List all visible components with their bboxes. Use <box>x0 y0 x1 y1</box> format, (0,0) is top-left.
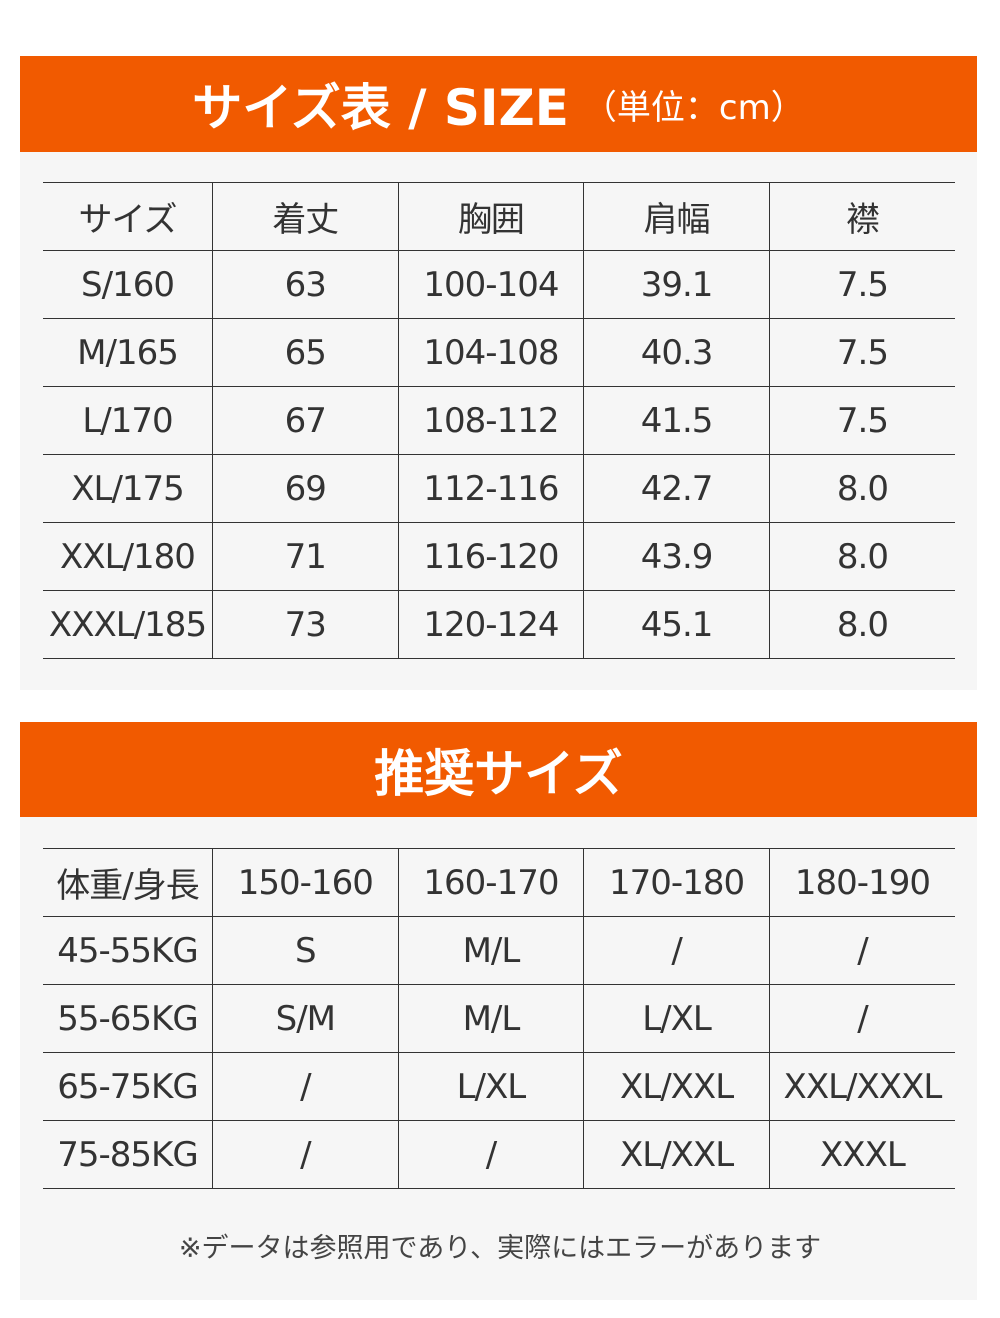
table-cell: S/160 <box>43 250 213 319</box>
table-cell: M/L <box>397 984 584 1053</box>
table-row: 45-55KG S M/L / / <box>43 916 955 985</box>
table-row: 55-65KG S/M M/L L/XL / <box>43 984 955 1053</box>
table-cell: XL/XXL <box>583 1120 770 1189</box>
table-row: 75-85KG / / XL/XXL XXXL <box>43 1120 955 1189</box>
table-row: XXL/180 71 116-120 43.9 8.0 <box>43 522 955 591</box>
table-cell: 8.0 <box>768 454 955 523</box>
table-cell: / <box>768 916 955 985</box>
header-row: 体重/身長 150-160 160-170 170-180 180-190 <box>43 848 955 917</box>
column-header: 襟 <box>768 182 955 251</box>
size-chart-unit: （単位：cm） <box>582 87 805 128</box>
column-header: 170-180 <box>583 848 770 917</box>
size-chart-title: サイズ表 / SIZE <box>192 79 569 137</box>
table-cell: XXXL <box>768 1120 955 1189</box>
size-chart-header: サイズ表 / SIZE （単位：cm） <box>20 56 977 152</box>
table-cell: S <box>212 916 399 985</box>
table-cell: 45.1 <box>583 590 770 659</box>
table-cell: L/XL <box>397 1052 584 1121</box>
table-cell: 116-120 <box>397 522 584 591</box>
column-header: 150-160 <box>212 848 399 917</box>
table-cell: / <box>212 1120 399 1189</box>
recommended-size-header: 推奨サイズ <box>20 722 977 817</box>
table-cell: 7.5 <box>768 318 955 387</box>
table-cell: XL/175 <box>43 454 213 523</box>
table-cell: 108-112 <box>397 386 584 455</box>
table-cell: 8.0 <box>768 522 955 591</box>
table-cell: 67 <box>212 386 399 455</box>
table-cell: 39.1 <box>583 250 770 319</box>
table-row: XL/175 69 112-116 42.7 8.0 <box>43 454 955 523</box>
table-cell: 112-116 <box>397 454 584 523</box>
table-cell: XXXL/185 <box>43 590 213 659</box>
table-cell: 75-85KG <box>43 1120 213 1189</box>
table-row: M/165 65 104-108 40.3 7.5 <box>43 318 955 387</box>
table-cell: 71 <box>212 522 399 591</box>
column-header: 160-170 <box>397 848 584 917</box>
table-cell: / <box>768 984 955 1053</box>
column-header: 体重/身長 <box>43 848 213 917</box>
table-cell: XXL/XXXL <box>768 1052 955 1121</box>
table-cell: M/L <box>397 916 584 985</box>
table-cell: L/170 <box>43 386 213 455</box>
table-cell: 7.5 <box>768 386 955 455</box>
table-cell: 42.7 <box>583 454 770 523</box>
table-cell: 41.5 <box>583 386 770 455</box>
column-header: 胸囲 <box>397 182 584 251</box>
recommended-size-table: 体重/身長 150-160 160-170 170-180 180-190 45-55KG… <box>43 848 955 1189</box>
table-cell: 69 <box>212 454 399 523</box>
table-cell: 65 <box>212 318 399 387</box>
disclaimer-note: ※データは参照用であり、実際にはエラーがあります <box>178 1233 822 1264</box>
table-cell: 100-104 <box>397 250 584 319</box>
table-cell: 7.5 <box>768 250 955 319</box>
column-header: 着丈 <box>212 182 399 251</box>
table-cell: 120-124 <box>397 590 584 659</box>
table-cell: / <box>583 916 770 985</box>
table-cell: / <box>212 1052 399 1121</box>
table-cell: 40.3 <box>583 318 770 387</box>
recommended-size-title: 推奨サイズ <box>374 744 623 803</box>
table-cell: 65-75KG <box>43 1052 213 1121</box>
table-row: XXXL/185 73 120-124 45.1 8.0 <box>43 590 955 659</box>
column-header: 肩幅 <box>583 182 770 251</box>
table-row: S/160 63 100-104 39.1 7.5 <box>43 250 955 319</box>
column-header: サイズ <box>43 182 213 251</box>
table-cell: / <box>397 1120 584 1189</box>
table-cell: S/M <box>212 984 399 1053</box>
table-cell: 8.0 <box>768 590 955 659</box>
table-cell: 63 <box>212 250 399 319</box>
table-cell: 45-55KG <box>43 916 213 985</box>
table-cell: 73 <box>212 590 399 659</box>
table-cell: XL/XXL <box>583 1052 770 1121</box>
table-cell: 55-65KG <box>43 984 213 1053</box>
table-cell: 104-108 <box>397 318 584 387</box>
table-row: L/170 67 108-112 41.5 7.5 <box>43 386 955 455</box>
table-cell: XXL/180 <box>43 522 213 591</box>
table-cell: 43.9 <box>583 522 770 591</box>
header-row: サイズ 着丈 胸囲 肩幅襟 <box>43 182 955 251</box>
column-header: 180-190 <box>768 848 955 917</box>
table-row: 65-75KG / L/XL XL/XXL XXL/XXXL <box>43 1052 955 1121</box>
table-cell: L/XL <box>583 984 770 1053</box>
size-chart-table: サイズ 着丈 胸囲 肩幅襟 S/160 63 100-104 39.1 7.5 M/165 65 10… <box>43 182 955 659</box>
table-cell: M/165 <box>43 318 213 387</box>
